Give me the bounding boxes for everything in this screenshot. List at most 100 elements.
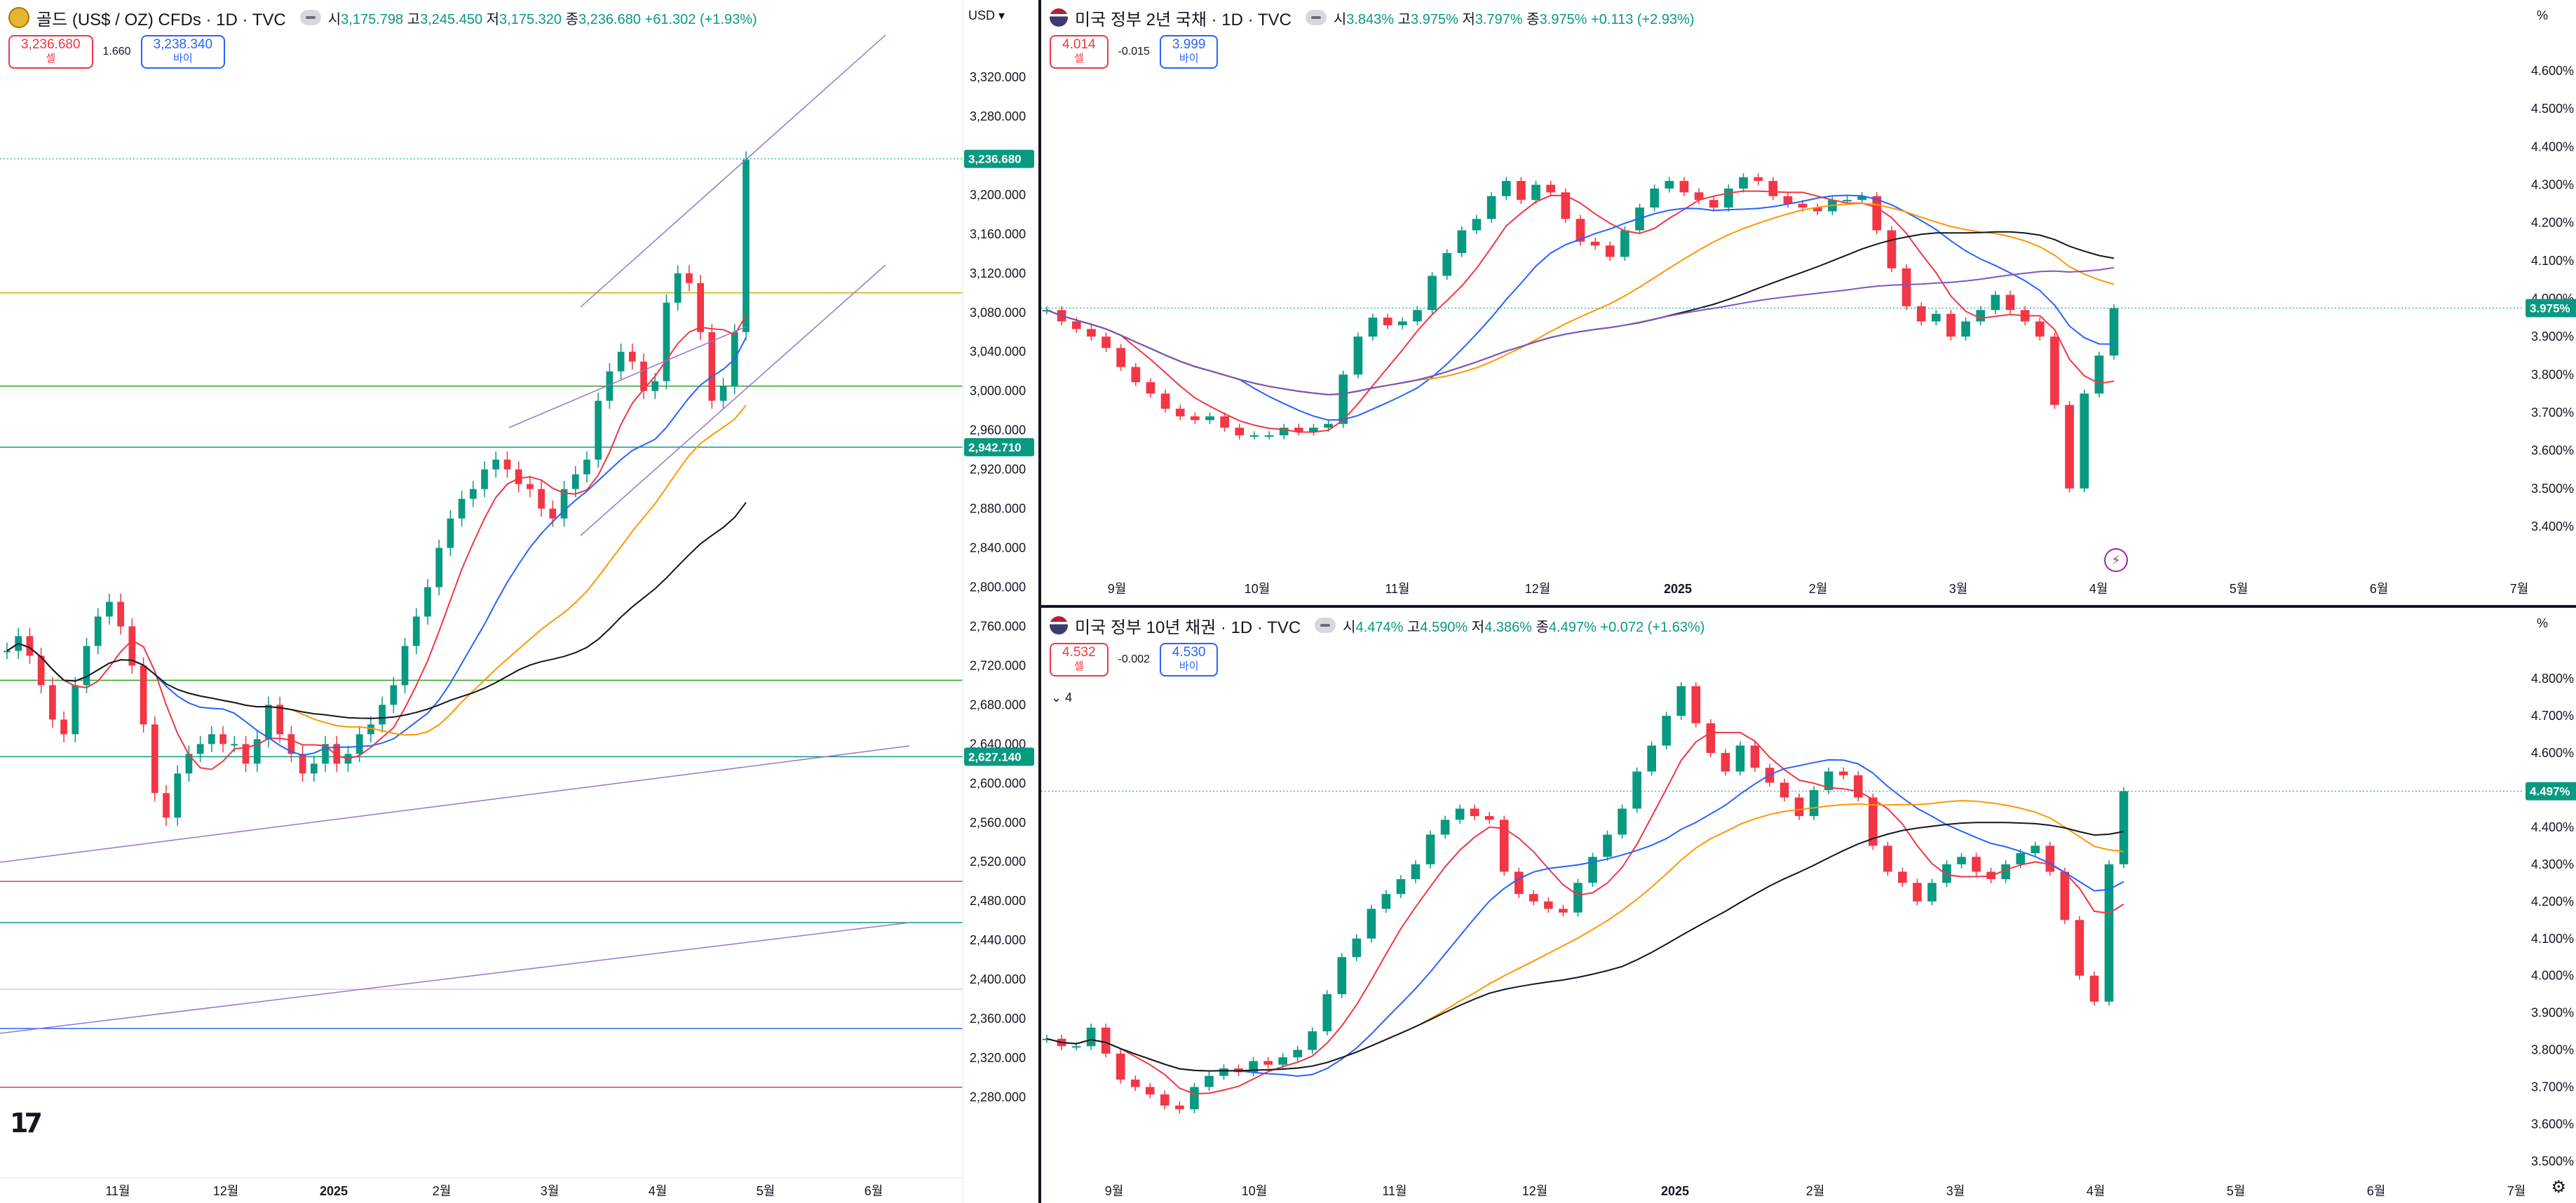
x-axis-tick-label: 10월 [1245, 582, 1270, 596]
candle-body [1853, 775, 1863, 798]
settings-icon[interactable]: ⚙ [2551, 1178, 2566, 1197]
moving-average-line [6, 315, 747, 770]
candle-body [719, 386, 727, 401]
us2y-chart-canvas[interactable]: 4.600%4.500%4.400%4.300%4.200%4.100%4.00… [1041, 0, 2576, 605]
lightning-event-icon[interactable]: ⚡ [2104, 548, 2128, 572]
pane-divider-horizontal[interactable] [1041, 605, 2576, 608]
candle-body [1709, 200, 1719, 208]
candle-body [174, 773, 182, 818]
y-axis-tick-label: 3.600% [2531, 1117, 2574, 1131]
pane-divider-vertical[interactable] [1038, 0, 1041, 1203]
y-axis-tick-label: 3.800% [2531, 1043, 2574, 1057]
x-axis-tick-label: 5월 [2227, 1184, 2246, 1198]
y-axis-tick-label: 4.300% [2531, 178, 2574, 192]
y-axis-tick-label: 3,000.000 [970, 384, 1026, 398]
candle-body [1145, 1087, 1155, 1095]
tradingview-logo[interactable]: 17 [10, 1108, 43, 1139]
candle-body [1235, 428, 1245, 435]
candle-body [1838, 771, 1848, 775]
scale-unit-label[interactable]: % [2536, 8, 2548, 22]
indicators-collapse-toggle[interactable]: ⌄ 4 [1051, 691, 1073, 705]
candle-body [1101, 337, 1111, 348]
candle-body [1160, 1094, 1170, 1106]
candle-body [1472, 219, 1482, 231]
us2y-trade-panel: 4.014 셀 -0.015 3.999 바이 [1050, 35, 1219, 69]
candle-body [628, 351, 636, 362]
candle-body [1632, 771, 1641, 809]
sell-button[interactable]: 4.014 셀 [1050, 35, 1109, 69]
x-axis-tick-label: 7월 [2507, 1184, 2526, 1198]
candle-body [538, 489, 545, 509]
candle-body [1647, 745, 1656, 772]
scale-unit-label[interactable]: % [2536, 616, 2548, 630]
sell-button[interactable]: 3,236.680 셀 [8, 35, 93, 69]
gold-coin-icon [8, 7, 29, 28]
x-axis-tick-label: 9월 [1108, 582, 1127, 596]
candle-body [48, 685, 56, 720]
candle-body [151, 724, 158, 794]
us2y-ohlc: 시3.843% 고3.975% 저3.797% 종3.975% +0.113 (… [1333, 11, 1695, 27]
us10y-chart-pane[interactable]: 4.800%4.700%4.600%4.500%4.400%4.300%4.20… [1041, 608, 2576, 1203]
candle-body [1131, 367, 1141, 383]
candle-body [1754, 177, 1763, 182]
us10y-chart-canvas[interactable]: 4.800%4.700%4.600%4.500%4.400%4.300%4.20… [1041, 608, 2576, 1203]
candle-body [276, 705, 284, 735]
candle-body [1455, 808, 1465, 820]
x-axis-tick-label: 10월 [1242, 1184, 1268, 1198]
visibility-toggle-icon[interactable] [1305, 10, 1327, 25]
us2y-legend: 미국 정부 2년 국채 · 1D · TVC 시3.843% 고3.975% 저… [1050, 7, 1695, 29]
candle-body [1902, 268, 1911, 306]
y-axis-tick-label: 3.400% [2531, 519, 2574, 533]
us2y-chart-pane[interactable]: 4.600% 4.500% 4.400% 4.300% 4.200% 4.100% 4.00… [1041, 0, 2576, 605]
candle-body [1824, 771, 1833, 790]
currency-selector[interactable]: USD ▾ [968, 8, 1005, 22]
price-tag-label: 3.975% [2530, 302, 2570, 315]
visibility-toggle-icon[interactable] [1315, 618, 1336, 633]
y-axis-tick-label: 3,160.000 [970, 227, 1026, 241]
candle-body [1309, 428, 1318, 432]
y-axis-tick-label: 3,080.000 [970, 306, 1026, 320]
candle-body [1588, 857, 1597, 883]
y-axis-tick-label: 4.700% [2531, 709, 2574, 723]
gold-chart-canvas[interactable]: 3,320.0003,280.0003,240.0003,200.0003,16… [0, 0, 1038, 1203]
moving-average-line [1046, 800, 2124, 1072]
candle-body [390, 685, 398, 705]
candle-body [367, 724, 374, 735]
candle-body [106, 602, 113, 617]
candle-body [1220, 416, 1230, 428]
candle-body [1868, 797, 1878, 846]
x-axis-tick-label: 3월 [541, 1184, 560, 1198]
candle-body [163, 793, 170, 818]
x-axis-tick-label: 6월 [2370, 582, 2389, 596]
candle-body [1546, 184, 1556, 193]
y-axis-tick-label: 2,960.000 [970, 423, 1026, 437]
x-axis-tick-label: 3월 [1949, 582, 1968, 596]
gold-symbol-title[interactable]: 골드 (US$ / OZ) CFDs · 1D · TVC [36, 10, 286, 29]
candle-body [1887, 230, 1897, 269]
candle-body [1559, 909, 1568, 913]
y-axis-tick-label: 3,040.000 [970, 345, 1026, 359]
x-axis-tick-label: 11월 [105, 1184, 130, 1198]
y-axis-tick-label: 4.800% [2531, 672, 2574, 686]
moving-average-line [1046, 731, 2124, 1095]
sell-button[interactable]: 4.532 셀 [1050, 643, 1109, 677]
buy-button[interactable]: 4.530 바이 [1159, 643, 1219, 677]
x-axis-tick-label: 4월 [649, 1184, 667, 1198]
buy-button[interactable]: 3.999 바이 [1159, 35, 1219, 69]
buy-button[interactable]: 3,238.340 바이 [140, 35, 226, 69]
visibility-toggle-icon[interactable] [299, 10, 321, 25]
moving-average-line [6, 405, 747, 736]
candle-body [1191, 416, 1200, 421]
candle-body [1249, 435, 1259, 437]
candle-body [1590, 241, 1600, 246]
us2y-symbol-title[interactable]: 미국 정부 2년 국채 · 1D · TVC [1075, 10, 1292, 29]
candle-body [435, 548, 443, 587]
candle-body [2045, 845, 2055, 872]
y-axis-tick-label: 3,120.000 [970, 266, 1026, 280]
price-tag [964, 437, 1034, 456]
gold-chart-pane[interactable]: 3,320.0003,280.0003,240.0003,200.0003,16… [0, 0, 1038, 1203]
us10y-symbol-title[interactable]: 미국 정부 10년 채권 · 1D · TVC [1075, 618, 1301, 637]
y-axis-tick-label: 2,320.000 [970, 1051, 1026, 1065]
candle-body [1957, 857, 1966, 864]
candle-body [287, 734, 295, 754]
